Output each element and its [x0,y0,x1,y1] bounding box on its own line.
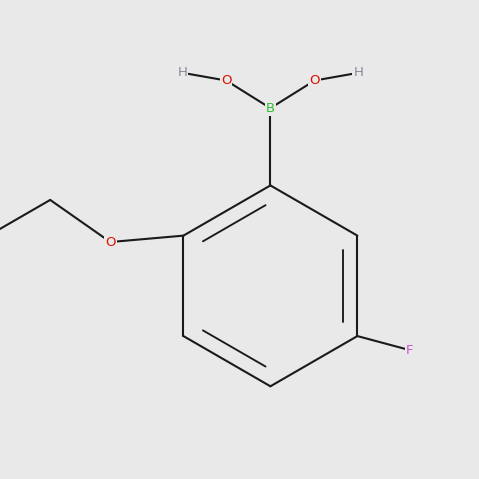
Text: O: O [221,74,231,87]
Text: B: B [266,102,275,114]
Text: H: H [178,66,187,80]
Text: H: H [354,66,363,80]
Text: O: O [105,236,115,249]
Text: O: O [309,74,320,87]
Text: F: F [406,343,413,356]
